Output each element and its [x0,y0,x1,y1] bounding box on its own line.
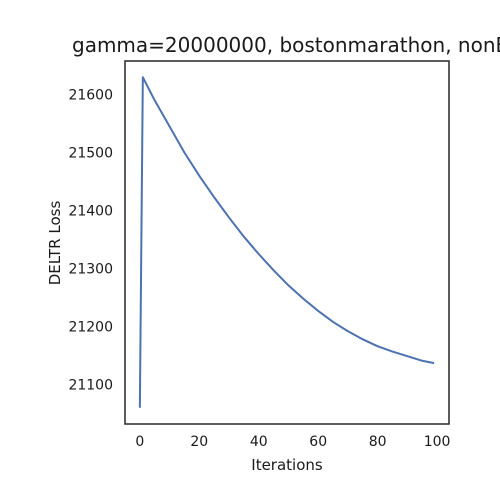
x-tick-label: 60 [309,434,327,450]
x-tick-label: 0 [135,434,144,450]
y-axis: 21100 21200 21300 21400 21500 21600 [68,88,113,394]
y-tick-label: 21100 [68,378,113,394]
x-tick-label: 80 [369,434,387,450]
plot-frame [124,60,450,425]
y-tick-label: 21600 [68,88,113,104]
y-tick-label: 21300 [68,262,113,278]
y-tick-label: 21500 [68,146,113,162]
series-layer [138,76,435,408]
y-tick-label: 21400 [68,204,113,220]
chart-title: gamma=20000000, bostonmarathon, nonBlind [72,33,500,57]
y-tick-label: 21200 [68,320,113,336]
plot-area: 0 20 40 60 80 100 211002120021300214002150021… [68,60,450,450]
series-line [138,76,435,408]
x-axis-label: Iterations [251,456,323,474]
x-tick-label: 100 [424,434,451,450]
y-axis-label: DELTR Loss [46,201,64,286]
x-tick-label: 40 [250,434,268,450]
x-tick-label: 20 [190,434,208,450]
x-axis: 0 20 40 60 80 100 [135,434,450,450]
